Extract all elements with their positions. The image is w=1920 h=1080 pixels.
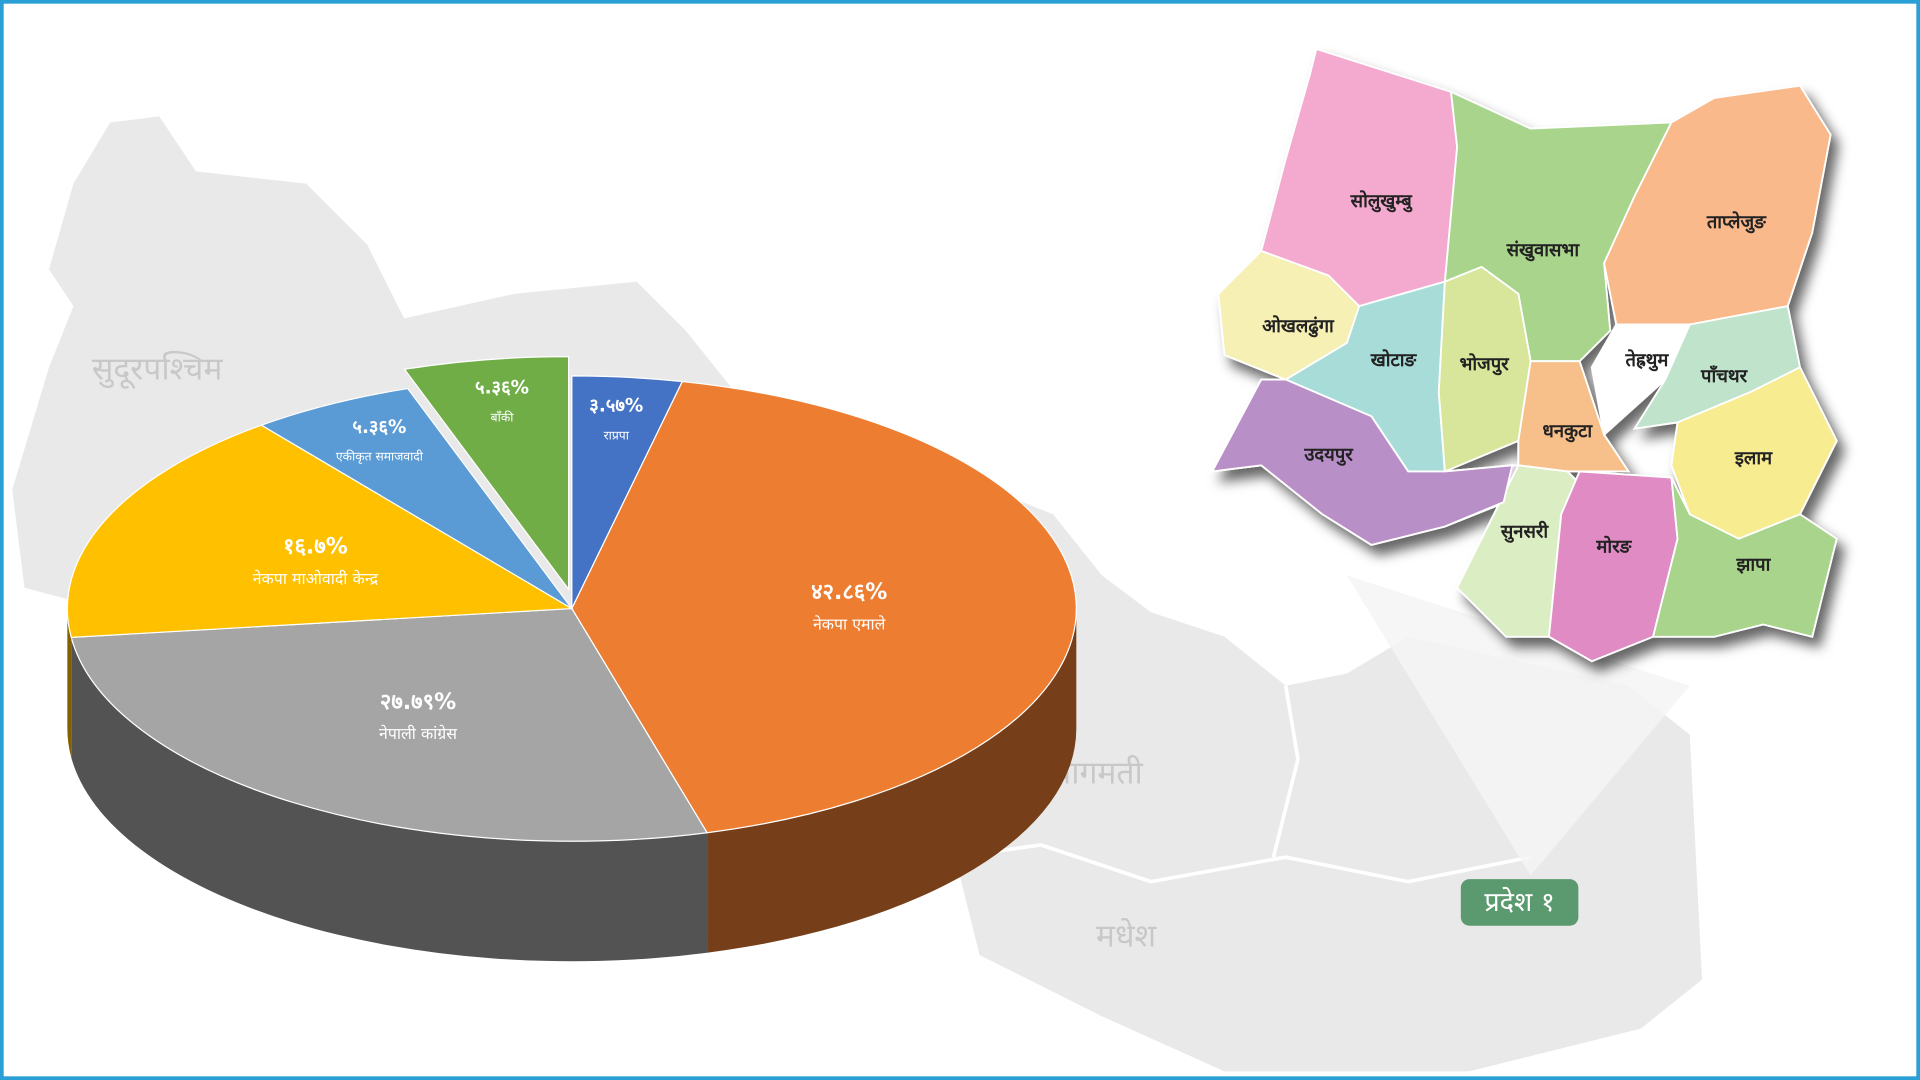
category-label: राप्रपा <box>604 428 630 442</box>
callout <box>1346 575 1690 876</box>
value-label: ५.३६% <box>352 417 406 438</box>
slice-group: २७.७९% नेपाली कांग्रेस <box>70 607 709 962</box>
value-label: १६.७% <box>283 534 348 559</box>
slice-group: ३.५७% राप्रपा <box>571 375 684 609</box>
district-label: संखुवासभा <box>1506 240 1581 262</box>
district-label: भोजपुर <box>1459 353 1510 376</box>
district-label: तेह्रथुम <box>1624 349 1669 372</box>
region-label: मधेश <box>1096 917 1158 955</box>
district-label: सोलुखुम्बु <box>1350 190 1414 213</box>
slice-group: ५.३६% बाँकी <box>403 355 570 592</box>
district-label: ओखलढुंगा <box>1262 315 1335 338</box>
slice-group: ४२.८६% नेकपा एमाले <box>571 380 1077 953</box>
district-label: खोटाङ <box>1370 349 1418 371</box>
district-label: उदयपुर <box>1303 445 1354 467</box>
value-label: २७.७९% <box>380 690 456 715</box>
district-label: पाँचथर <box>1700 365 1749 387</box>
district-shapes <box>1210 47 1838 663</box>
district <box>1210 378 1514 546</box>
district-label: इलाम <box>1734 448 1773 469</box>
slice-group: १६.७% नेकपा माओवादी केन्द्र <box>66 424 574 758</box>
value-label: ५.३६% <box>475 378 529 399</box>
category-label: बाँकी <box>491 410 515 424</box>
boundary <box>954 843 1531 884</box>
category-label: एकीकृत समाजवादी <box>336 450 424 465</box>
slice-side <box>67 608 72 758</box>
slice <box>571 380 1077 834</box>
value-label: ३.५७% <box>589 395 643 416</box>
province-badge <box>1460 879 1579 926</box>
slice <box>260 387 573 610</box>
slice-side <box>707 608 1077 953</box>
district-label: ताप्लेजुङ <box>1706 211 1767 234</box>
boundary <box>1271 685 1300 858</box>
value-label: ४२.८६% <box>811 580 887 605</box>
region-label: सुदूरपश्चिम <box>92 350 223 390</box>
category-label: नेपाली कांग्रेस <box>379 724 457 743</box>
slice <box>70 607 709 842</box>
pie-chart: ३.५७% राप्रपा ४२.८६% नेकपा एमाले २७.७९% नेपाल… <box>66 355 1077 962</box>
slice <box>403 355 570 592</box>
district-label: सुनसरी <box>1500 521 1550 544</box>
category-label: नेकपा एमाले <box>813 614 886 633</box>
slice <box>66 424 574 639</box>
district <box>1517 360 1631 473</box>
province-map: सोलुखुम्बु संखुवासभा ताप्लेजुङ ओखलढुंगा … <box>1210 47 1838 663</box>
district <box>1651 477 1838 638</box>
category-label: नेकपा माओवादी केन्द्र <box>253 569 379 588</box>
province-label: प्रदेश १ <box>1484 886 1554 918</box>
slice-group: ५.३६% एकीकृत समाजवादी <box>260 387 573 610</box>
district-label: मोरङ <box>1595 535 1632 557</box>
slice-side <box>71 637 708 962</box>
district-label: झापा <box>1736 555 1772 576</box>
district <box>1590 323 1692 437</box>
district-label: धनकुटा <box>1543 421 1594 443</box>
